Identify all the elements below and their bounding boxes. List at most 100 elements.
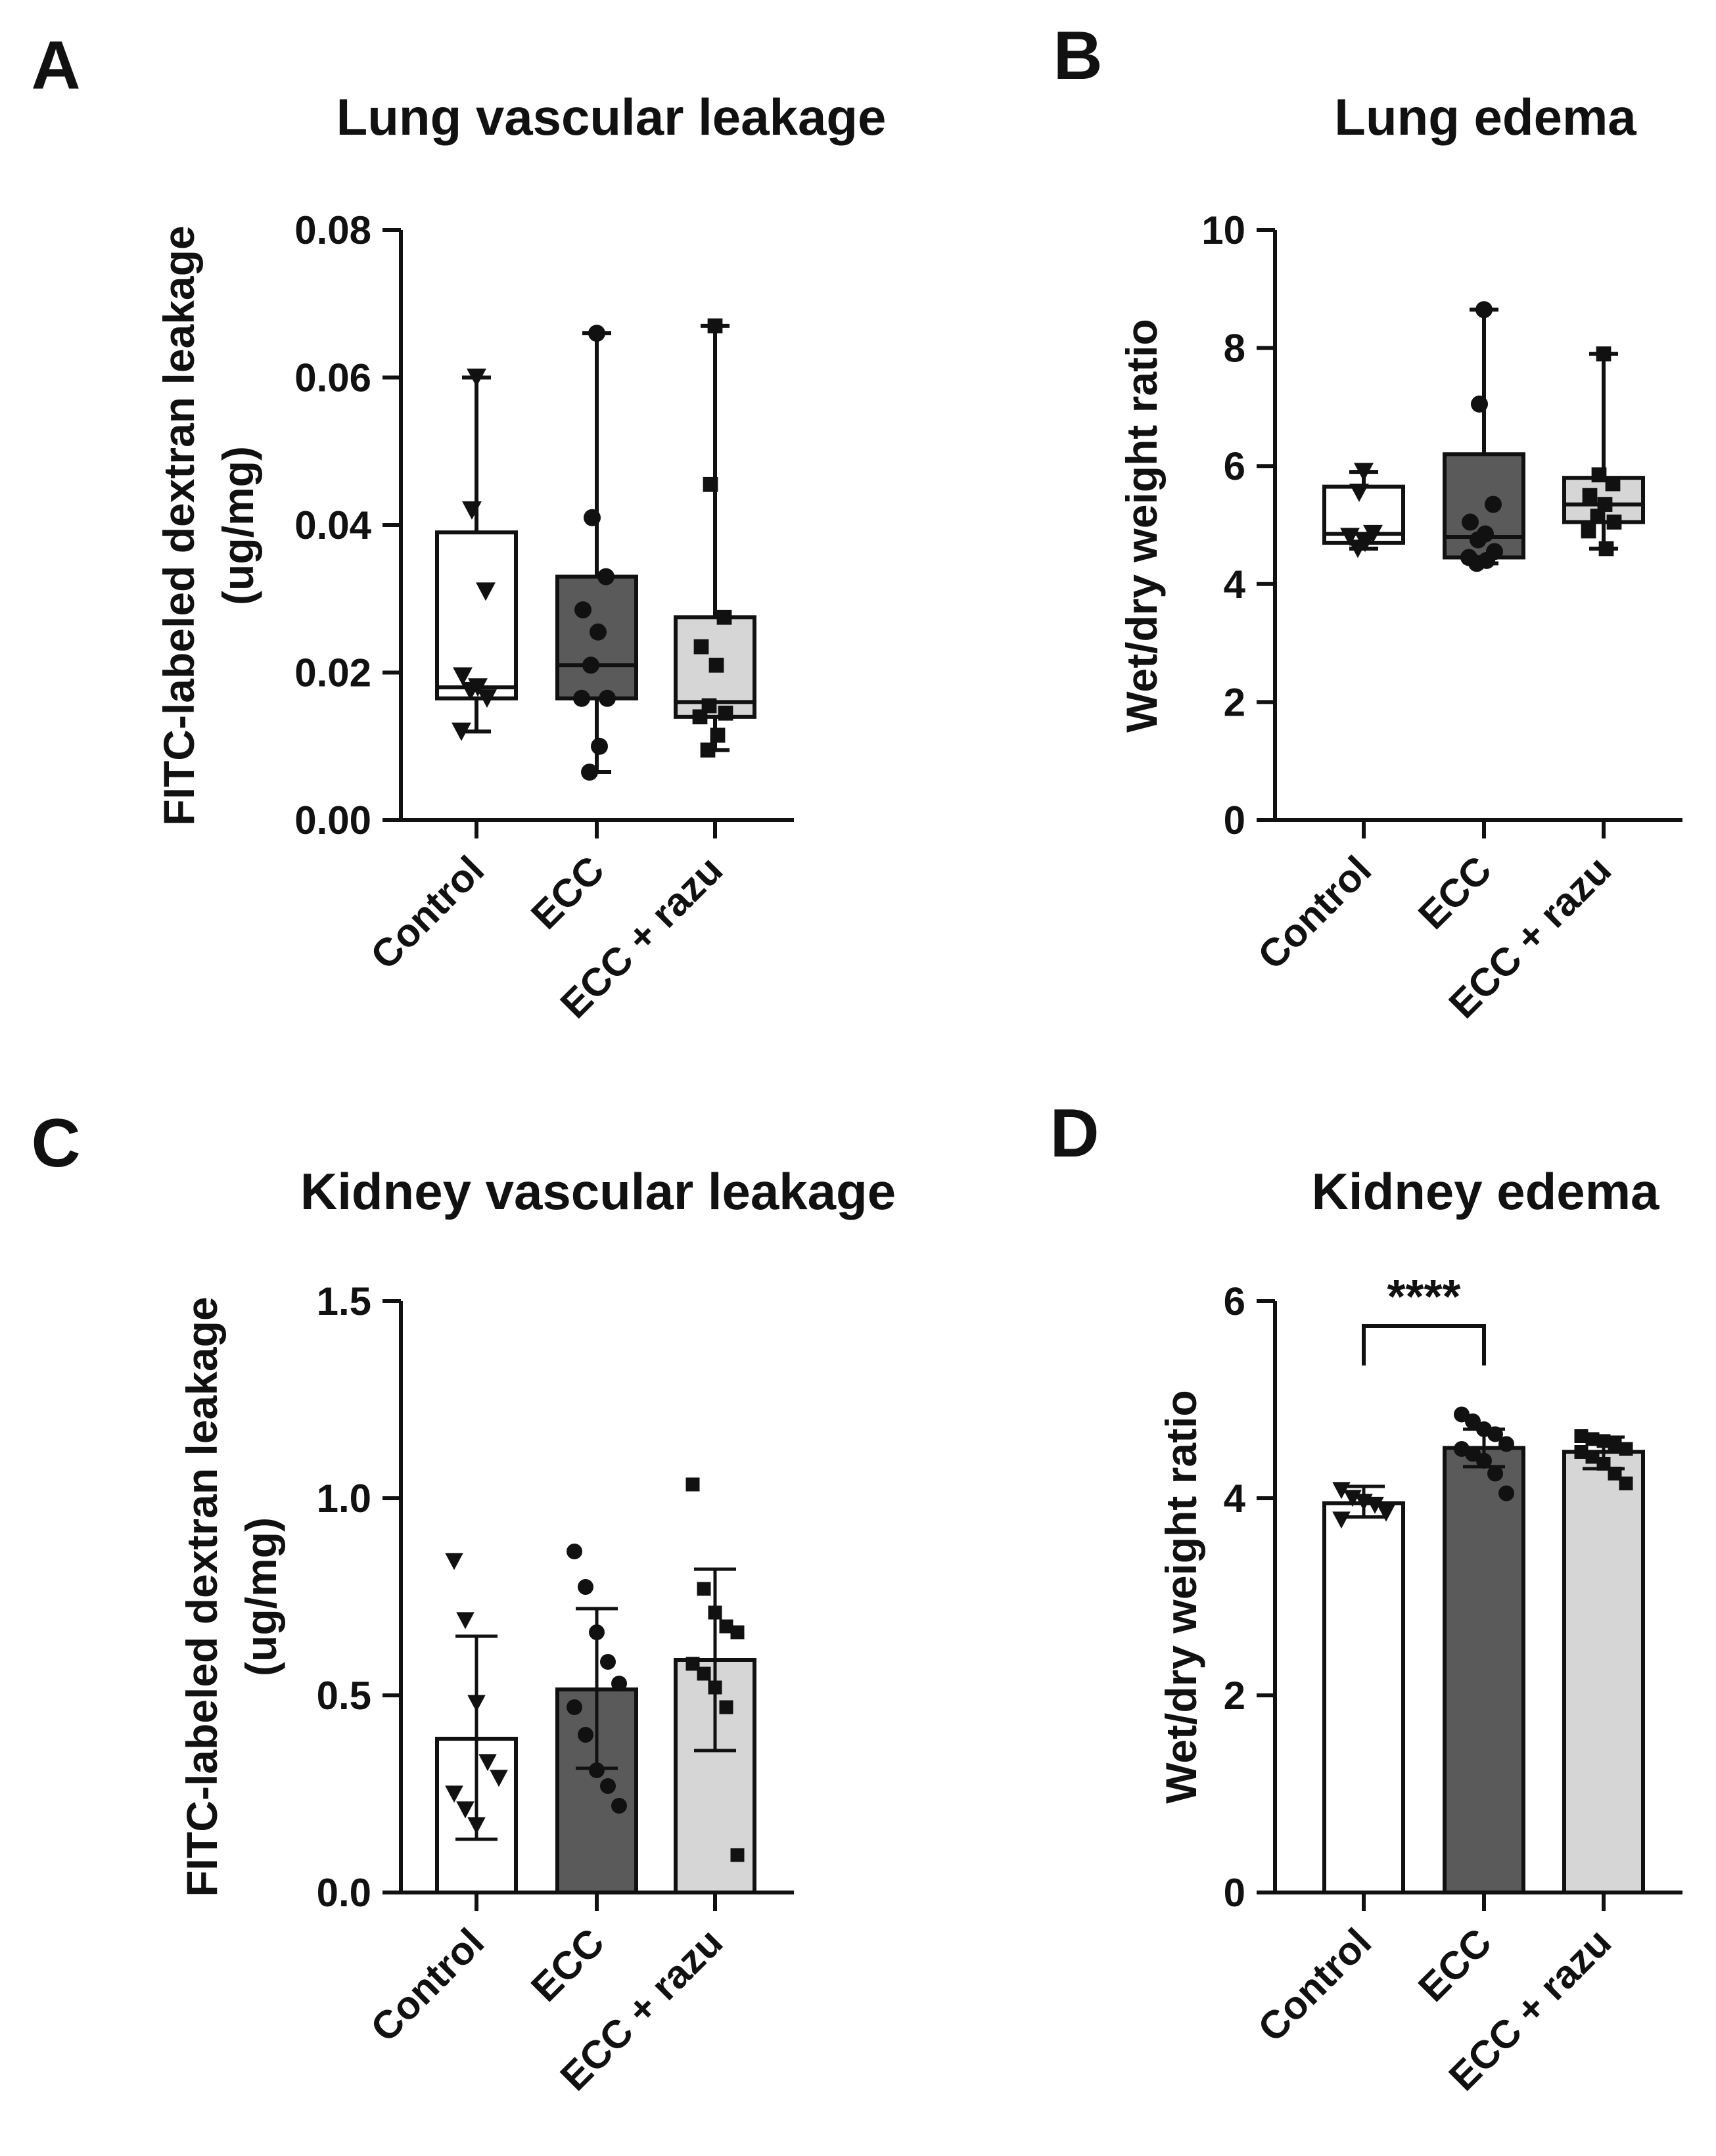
data-point <box>1574 1445 1588 1459</box>
data-point <box>1349 483 1369 502</box>
data-point <box>456 1612 475 1630</box>
chart-title: Lung vascular leakage <box>336 88 887 146</box>
y-tick-label: 6 <box>1224 1279 1245 1323</box>
data-point <box>588 325 605 342</box>
y-tick-label: 2 <box>1224 680 1245 724</box>
data-point <box>700 742 716 758</box>
data-point <box>1462 513 1479 531</box>
bar-control <box>435 1553 518 1894</box>
data-point <box>453 667 473 686</box>
chart-title: Kidney edema <box>1312 1162 1659 1220</box>
box-ecc <box>1443 301 1525 572</box>
data-point <box>590 623 607 641</box>
data-point <box>591 737 608 755</box>
y-tick-label: 2 <box>1224 1674 1245 1718</box>
data-point <box>1582 488 1598 503</box>
data-point <box>1619 1477 1633 1490</box>
bar-rect <box>1562 1450 1645 1894</box>
data-point <box>1619 1442 1633 1456</box>
data-point <box>467 368 486 387</box>
data-point <box>1465 1413 1481 1429</box>
data-point <box>573 689 590 707</box>
panel-letter-a: A <box>31 28 80 104</box>
bar-ecc-razu <box>674 1477 756 1894</box>
y-tick-label: 0.5 <box>317 1674 371 1718</box>
data-point <box>1354 463 1374 482</box>
data-point <box>1468 555 1485 572</box>
data-point <box>1598 541 1614 557</box>
box-body <box>435 530 518 700</box>
data-point <box>1608 1437 1622 1451</box>
data-point <box>611 1676 627 1691</box>
y-tick-label: 0.02 <box>294 651 371 695</box>
data-point <box>456 1801 475 1819</box>
chart-title: Lung edema <box>1334 88 1636 146</box>
data-point <box>730 1848 745 1862</box>
data-point <box>716 609 732 625</box>
data-point <box>730 1625 745 1640</box>
data-point <box>710 727 726 743</box>
data-point <box>477 689 497 708</box>
panel-letter-b: B <box>1053 18 1102 94</box>
data-point <box>1485 495 1502 513</box>
bar-ecc <box>555 1544 638 1894</box>
y-tick-label: 0 <box>1224 798 1245 842</box>
y-tick-label: 8 <box>1224 327 1245 371</box>
data-point <box>708 657 724 673</box>
data-point <box>1591 467 1607 483</box>
chart-title: Kidney vascular leakage <box>300 1162 896 1220</box>
y-tick-label: 0.08 <box>294 208 371 252</box>
data-point <box>1377 1504 1395 1522</box>
data-point <box>1574 1429 1588 1443</box>
data-point <box>578 1727 593 1743</box>
bar-ecc <box>1443 1406 1525 1894</box>
y-tick-label: 0.0 <box>317 1871 371 1915</box>
box-ecc-razu <box>674 318 756 758</box>
data-point <box>685 1477 700 1492</box>
data-point <box>599 689 616 707</box>
data-point <box>445 1553 463 1571</box>
data-point <box>1366 1496 1384 1514</box>
data-point <box>1597 497 1613 512</box>
y-axis-label: Wet/dry weight ratio <box>1117 319 1166 733</box>
data-point <box>1340 528 1360 547</box>
data-point <box>703 476 718 492</box>
y-tick-label: 0.04 <box>294 503 371 547</box>
data-point <box>476 582 496 601</box>
y-axis-label: (ug/mg) <box>237 1517 285 1676</box>
y-tick-label: 0.00 <box>294 798 371 842</box>
data-point <box>597 568 615 585</box>
data-point <box>707 318 723 334</box>
data-point <box>445 1785 463 1803</box>
data-point <box>719 1700 733 1714</box>
data-point <box>692 709 708 725</box>
y-axis-label: FITC-labeled dextran leakage <box>177 1296 226 1896</box>
data-point <box>693 639 709 654</box>
y-tick-label: 0.06 <box>294 356 371 400</box>
data-point <box>697 1582 711 1596</box>
data-point <box>567 1544 582 1559</box>
y-tick-label: 6 <box>1224 444 1245 488</box>
data-point <box>581 764 598 781</box>
data-point <box>1470 531 1487 549</box>
data-point <box>718 705 733 721</box>
box-ecc <box>555 325 638 781</box>
data-point <box>611 1798 627 1814</box>
bar-rect <box>1443 1446 1525 1894</box>
y-tick-label: 0 <box>1224 1871 1245 1915</box>
data-point <box>1606 515 1622 530</box>
data-point <box>1590 509 1606 524</box>
y-axis-label: (ug/mg) <box>214 446 262 605</box>
y-tick-label: 1.0 <box>317 1477 371 1521</box>
panel-letter-c: C <box>31 1105 80 1181</box>
data-point <box>1605 476 1621 492</box>
y-axis-label: FITC-labeled dextran leakage <box>154 225 203 825</box>
y-tick-label: 1.5 <box>317 1279 371 1323</box>
box-control <box>1322 463 1405 559</box>
data-point <box>582 656 599 674</box>
data-point <box>478 1754 497 1772</box>
data-point <box>574 601 591 619</box>
data-point <box>589 1762 605 1778</box>
